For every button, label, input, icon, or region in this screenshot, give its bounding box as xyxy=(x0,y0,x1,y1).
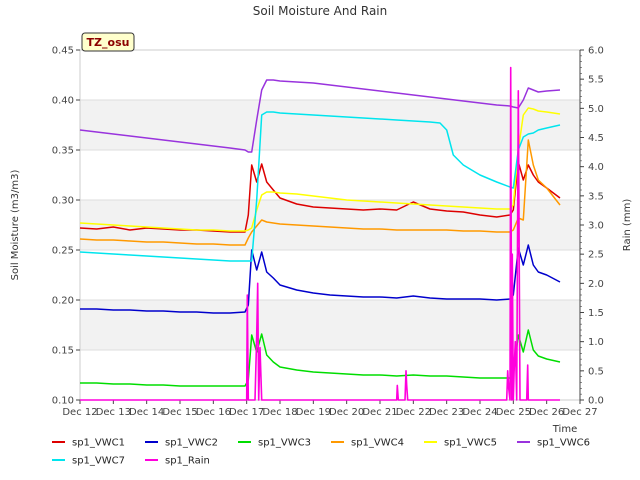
x-tick-label: Dec 24 xyxy=(462,407,497,418)
legend: sp1_VWC1 sp1_VWC2 sp1_VWC3 sp1_VWC4 sp1_VWC5… xyxy=(52,438,590,467)
y-tick-label: 0.20 xyxy=(52,296,74,307)
y2-tick-label: 4.5 xyxy=(588,133,604,144)
series-line-sp1-vwc5 xyxy=(79,107,561,232)
legend-label: sp1_VWC3 xyxy=(258,438,311,449)
y-tick-label: 0.45 xyxy=(52,46,74,57)
site-badge-box xyxy=(81,32,135,52)
y2-tick-label: 3.0 xyxy=(588,221,604,232)
y2-axis-title: Rain (mm) xyxy=(622,199,633,252)
x-tick-label: Dec 26 xyxy=(529,407,564,418)
x-tick-label: Dec 17 xyxy=(229,407,264,418)
site-badge: TZ_osu xyxy=(81,32,135,52)
chart-title: Soil Moisture And Rain xyxy=(253,4,388,18)
grid-bands xyxy=(80,49,580,401)
x-tick-label: Dec 12 xyxy=(62,407,97,418)
y2-tick-label: 4.0 xyxy=(588,162,604,173)
y2-tick-label: 0.0 xyxy=(588,396,604,407)
grid-band xyxy=(80,350,580,400)
x-tick-label: Dec 13 xyxy=(96,407,131,418)
site-badge-label: TZ_osu xyxy=(87,36,130,49)
x-tick-label: Dec 23 xyxy=(429,407,464,418)
y-tick-label: 0.40 xyxy=(52,96,74,107)
legend-label: sp1_Rain xyxy=(165,456,210,467)
series-line-sp1-rain xyxy=(80,66,560,401)
grid-band xyxy=(80,100,580,150)
legend-label: sp1_VWC5 xyxy=(444,438,497,449)
y2-tick-label: 5.0 xyxy=(588,104,604,115)
series-lines xyxy=(79,66,561,401)
y-tick-label: 0.35 xyxy=(52,146,74,157)
x-tick-label: Dec 18 xyxy=(262,407,297,418)
series-line-sp1-vwc6 xyxy=(79,79,561,153)
legend-label: sp1_VWC1 xyxy=(72,438,125,449)
legend-label: sp1_VWC7 xyxy=(72,456,125,467)
grid-band xyxy=(80,50,580,100)
grid-band xyxy=(80,300,580,350)
series-line-sp1-vwc4 xyxy=(79,139,561,246)
grid-band xyxy=(80,250,580,300)
y-tick-label: 0.15 xyxy=(52,346,74,357)
legend-label: sp1_VWC4 xyxy=(351,438,404,449)
y2-tick-label: 1.5 xyxy=(588,308,604,319)
y2-tick-label: 3.5 xyxy=(588,191,604,202)
x-tick-label: Dec 22 xyxy=(396,407,431,418)
x-tick-label: Dec 20 xyxy=(329,407,364,418)
series-line-sp1-vwc2 xyxy=(80,244,561,314)
legend-label: sp1_VWC6 xyxy=(537,438,590,449)
y2-tick-label: 0.5 xyxy=(588,366,604,377)
x-tick-label: Dec 16 xyxy=(196,407,231,418)
grid-band xyxy=(80,150,580,200)
x-tick-label: Dec 19 xyxy=(296,407,331,418)
series-line-sp1-vwc7 xyxy=(79,111,561,262)
y-axis-right: 0.0 0.5 1.0 1.5 2.0 2.5 3.0 3.5 4.0 4.5 5.0 5.5 6.0 xyxy=(579,46,604,407)
x-tick-label: Dec 14 xyxy=(129,407,164,418)
y-tick-label: 0.10 xyxy=(52,396,74,407)
y2-tick-label: 1.0 xyxy=(588,337,604,348)
y2-tick-label: 5.5 xyxy=(588,75,604,86)
y-tick-label: 0.25 xyxy=(52,246,74,257)
x-axis-title: Time xyxy=(552,424,577,435)
x-tick-label: Dec 15 xyxy=(162,407,197,418)
legend-label: sp1_VWC2 xyxy=(165,438,218,449)
y-axis-left: 0.10 0.15 0.20 0.25 0.30 0.35 0.40 0.45 xyxy=(52,46,80,407)
y2-tick-label: 6.0 xyxy=(588,46,604,57)
x-tick-label: Dec 25 xyxy=(496,407,531,418)
y2-tick-label: 2.5 xyxy=(588,250,604,261)
y-tick-label: 0.30 xyxy=(52,196,74,207)
x-tick-label: Dec 21 xyxy=(362,407,397,418)
y-axis-title: Soil Moisture (m3/m3) xyxy=(10,170,21,281)
x-tick-label: Dec 27 xyxy=(562,407,597,418)
y2-tick-label: 2.0 xyxy=(588,279,604,290)
